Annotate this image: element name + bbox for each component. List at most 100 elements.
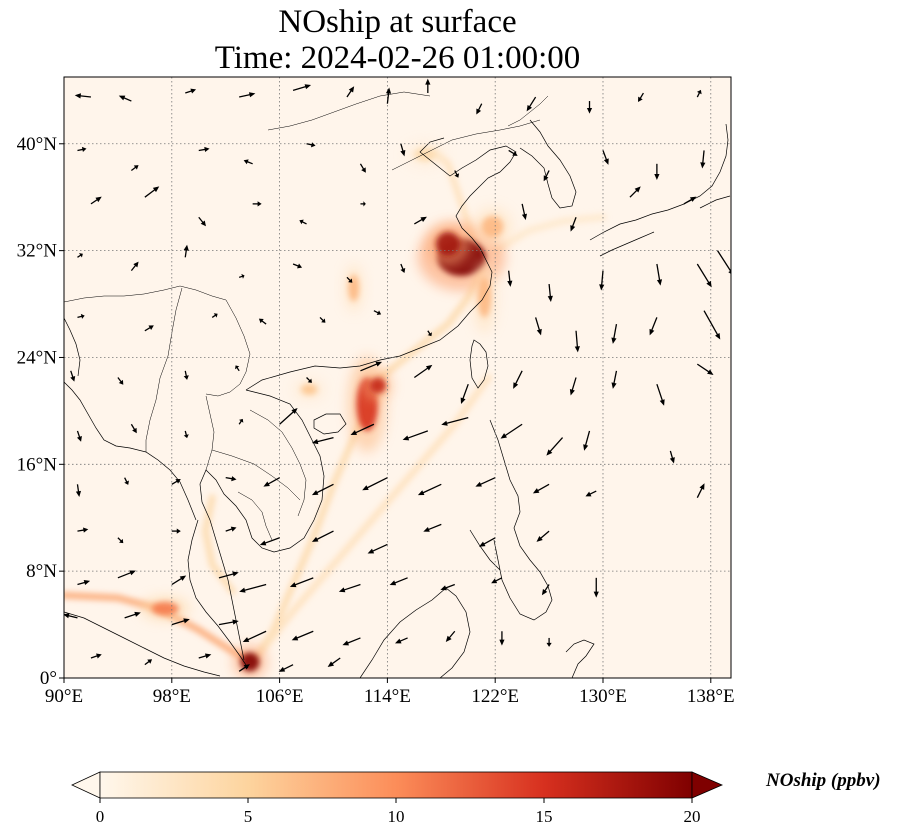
- wind-arrow-head: [491, 578, 498, 584]
- wind-arrow-head: [376, 310, 382, 316]
- wind-arrow-head: [547, 295, 553, 303]
- wind-arrow-head: [350, 430, 358, 436]
- wind-arrow-shaft: [122, 96, 132, 102]
- wind-arrow-shaft: [629, 189, 638, 198]
- wind-arrow-shaft: [479, 477, 496, 486]
- wind-arrow-shaft: [198, 148, 206, 152]
- wind-arrow-shaft: [656, 263, 661, 281]
- wind-arrow: [703, 310, 721, 340]
- wind-arrow-head: [699, 483, 705, 490]
- wind-arrow-shaft: [683, 198, 693, 205]
- wind-arrow-shaft: [346, 89, 353, 98]
- wind-arrow: [716, 250, 731, 274]
- wind-arrow-shaft: [400, 143, 404, 153]
- wind-arrow: [611, 370, 618, 389]
- wind-arrow-shaft: [184, 249, 188, 258]
- y-tick-label: 24°N: [17, 347, 58, 368]
- wind-arrow: [543, 170, 550, 182]
- coastline-india-bay: [64, 317, 81, 377]
- wind-arrow-shaft: [171, 619, 186, 626]
- wind-arrow-shaft: [414, 218, 424, 225]
- colorbar-tick-label: 10: [388, 807, 405, 826]
- wind-arrow: [185, 88, 197, 94]
- wind-arrow: [218, 571, 239, 579]
- wind-arrow: [75, 484, 82, 497]
- colorbar-extend-max: [691, 771, 724, 799]
- wind-arrow-head: [543, 175, 549, 182]
- wind-arrow-shaft: [343, 583, 361, 591]
- wind-arrow: [90, 196, 102, 205]
- wind-arrow: [696, 89, 702, 98]
- wind-arrow-head: [475, 481, 482, 487]
- wind-arrow: [299, 219, 307, 225]
- emission-plume: [363, 371, 393, 400]
- wind-arrow-shaft: [386, 92, 390, 104]
- wind-arrow-head: [445, 635, 452, 643]
- wind-arrow-shaft: [613, 370, 618, 385]
- wind-arrow-head: [200, 220, 206, 227]
- wind-arrow: [346, 86, 355, 98]
- wind-arrow: [117, 537, 124, 544]
- wind-arrow: [198, 216, 206, 227]
- wind-arrow: [362, 477, 388, 491]
- wind-arrow-shaft: [399, 637, 408, 643]
- wind-arrow-head: [656, 279, 663, 286]
- wind-arrow-shaft: [236, 367, 240, 372]
- wind-arrow: [638, 92, 644, 103]
- shipping-lane: [491, 213, 607, 255]
- wind-arrow-shaft: [90, 655, 99, 659]
- wind-arrow-head: [132, 427, 137, 434]
- coastline-sulawesi: [565, 639, 595, 678]
- coastline-indochina: [199, 389, 325, 661]
- wind-arrow: [656, 263, 663, 286]
- wind-arrow-head: [611, 382, 617, 389]
- wind-arrow: [279, 408, 298, 425]
- wind-arrow: [130, 261, 139, 272]
- wind-arrow-shaft: [427, 523, 442, 531]
- wind-arrow-shaft: [184, 430, 188, 436]
- wind-arrow-shaft: [77, 315, 83, 319]
- wind-arrow-head: [599, 284, 605, 291]
- wind-arrow-head: [513, 382, 519, 389]
- wind-arrow-shaft: [584, 430, 591, 447]
- wind-arrow: [239, 583, 267, 593]
- wind-arrow-head: [243, 159, 249, 165]
- wind-arrow-head: [232, 571, 239, 577]
- shipping-lane: [202, 494, 236, 595]
- wind-arrow: [242, 630, 267, 643]
- title-line-2: Time: 2024-02-26 01:00:00: [214, 40, 581, 76]
- wind-arrow-shaft: [295, 630, 314, 640]
- wind-arrow-shaft: [292, 85, 307, 91]
- wind-arrow-head: [634, 186, 641, 193]
- wind-arrow: [278, 664, 294, 672]
- wind-arrow-shaft: [198, 216, 204, 224]
- wind-arrow-head: [536, 328, 542, 336]
- y-axis-ticks: 0° 8°N 16°N 24°N 32°N 40°N: [17, 134, 64, 689]
- wind-arrow: [90, 653, 102, 659]
- wind-arrow-shaft: [462, 383, 469, 400]
- wind-arrow-head: [512, 151, 518, 156]
- wind-arrow-head: [118, 379, 124, 385]
- wind-arrow-head: [669, 457, 675, 464]
- wind-arrow-shaft: [261, 320, 267, 325]
- wind-arrow-shaft: [315, 483, 334, 494]
- wind-arrow-head: [75, 490, 82, 497]
- wind-arrow: [117, 570, 136, 579]
- wind-arrow: [311, 530, 334, 542]
- wind-arrow-head: [423, 526, 430, 532]
- emission-plume: [347, 356, 387, 453]
- wind-arrow: [629, 186, 641, 198]
- wind-arrow-shaft: [124, 613, 137, 619]
- wind-arrow: [546, 437, 564, 456]
- wind-arrow-shaft: [316, 436, 334, 443]
- wind-arrow-shaft: [171, 577, 183, 586]
- wind-arrow-head: [213, 313, 218, 318]
- wind-arrow: [77, 253, 83, 258]
- wind-arrow-head: [83, 580, 91, 586]
- wind-arrow: [144, 659, 153, 666]
- wind-arrow-head: [441, 420, 448, 426]
- wind-arrow-head: [367, 548, 375, 554]
- wind-arrow: [611, 323, 618, 344]
- wind-arrow-head: [440, 585, 447, 591]
- wind-arrow-head: [476, 108, 482, 115]
